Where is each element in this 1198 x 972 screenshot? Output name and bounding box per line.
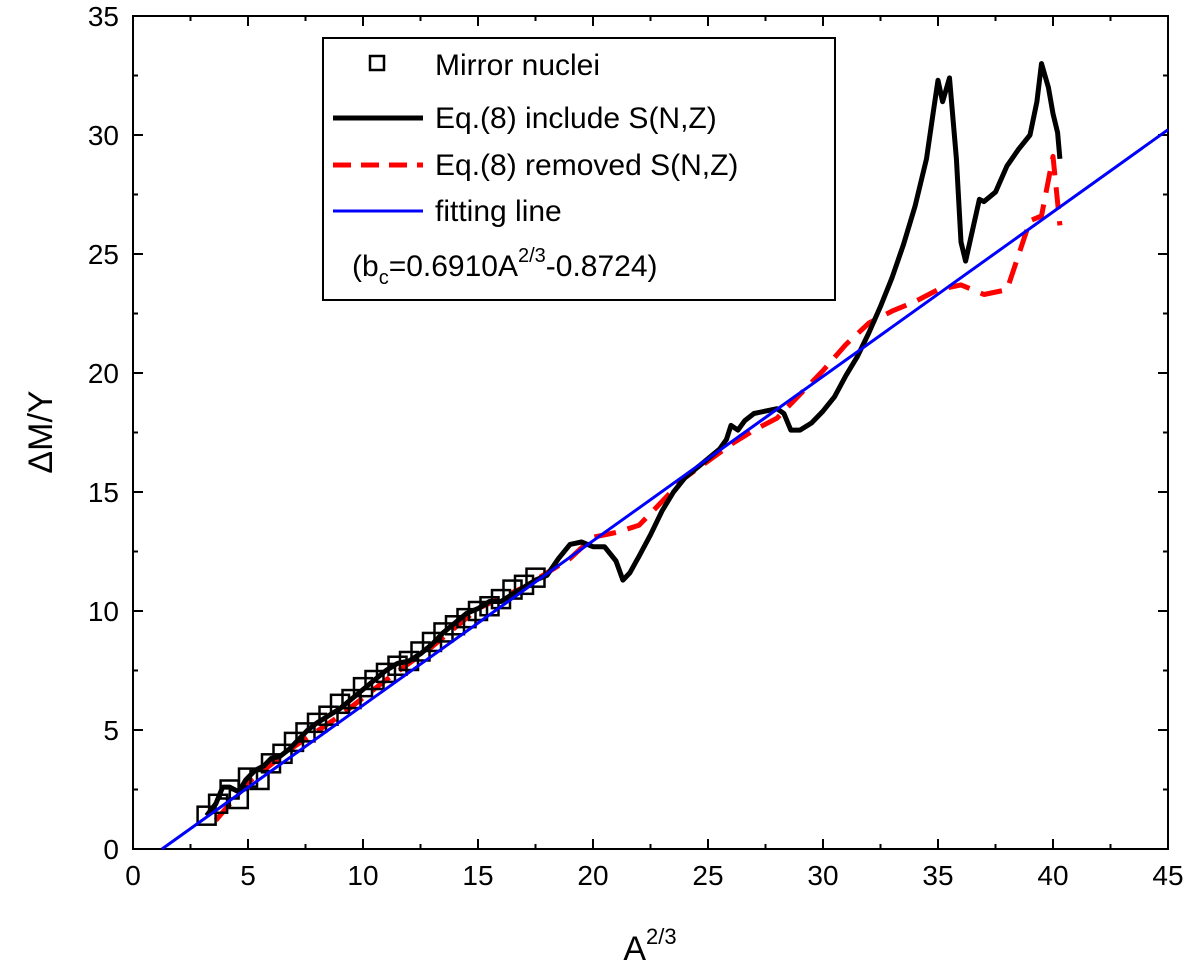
legend-formula: (bc=0.6910A2/3-0.8724) xyxy=(352,245,658,289)
y-tick-label: 0 xyxy=(103,834,119,865)
mirror-point xyxy=(387,655,408,676)
mirror-point xyxy=(196,805,217,826)
y-tick-label: 25 xyxy=(88,239,119,270)
formula-mid: =0.6910A xyxy=(389,250,518,283)
axis-tick-labels: 0 5 10 15 20 25 30 35 40 45 0 5 10 15 20 25 30 35 xyxy=(88,1,1184,891)
legend-box xyxy=(322,37,836,301)
x-axis-title: A2/3 xyxy=(623,924,676,968)
legend-marker-mirror xyxy=(368,54,386,72)
mirror-point xyxy=(433,622,454,643)
y-tick-label: 35 xyxy=(88,1,119,32)
mirror-point xyxy=(352,676,374,698)
x-axis-title-base: A xyxy=(623,930,646,968)
legend-label-removed: Eq.(8) removed S(N,Z) xyxy=(435,149,738,182)
mirror-point xyxy=(364,669,385,691)
mirror-point xyxy=(341,688,362,710)
x-tick-label: 45 xyxy=(1152,860,1183,891)
formula-end: -0.8724) xyxy=(546,250,658,283)
x-axis-title-sup: 2/3 xyxy=(646,924,677,949)
y-tick-label: 30 xyxy=(88,120,119,151)
legend-label-include: Eq.(8) include S(N,Z) xyxy=(435,102,717,135)
axis-ticks xyxy=(132,15,1169,850)
mirror-point xyxy=(249,769,270,791)
y-tick-label: 10 xyxy=(88,596,119,627)
x-tick-label: 25 xyxy=(692,860,723,891)
y-tick-label: 15 xyxy=(88,477,119,508)
x-tick-label: 0 xyxy=(125,860,141,891)
y-axis-title: ΔM/Y xyxy=(22,390,60,473)
x-tick-label: 5 xyxy=(240,860,256,891)
series-fitting-line xyxy=(161,128,1169,851)
series-mirror-nuclei xyxy=(196,567,546,826)
formula-sub: c xyxy=(379,267,389,289)
legend-label-mirror: Mirror nuclei xyxy=(435,49,600,82)
x-tick-label: 20 xyxy=(577,860,608,891)
series-eq-8-include-s-n-z xyxy=(204,61,1063,818)
x-tick-label: 30 xyxy=(807,860,838,891)
mirror-point xyxy=(444,615,466,636)
mirror-point xyxy=(306,712,328,734)
series-layer xyxy=(161,61,1169,851)
mirror-point xyxy=(375,662,397,684)
mirror-point xyxy=(318,705,339,726)
formula-open: (b xyxy=(352,250,379,283)
x-tick-label: 35 xyxy=(922,860,953,891)
y-tick-label: 20 xyxy=(88,358,119,389)
y-tick-label: 5 xyxy=(103,715,119,746)
x-tick-label: 15 xyxy=(462,860,493,891)
x-tick-label: 40 xyxy=(1037,860,1068,891)
formula-sup: 2/3 xyxy=(518,245,546,267)
legend-label-fit: fitting line xyxy=(435,195,562,228)
legend: Mirror nuclei Eq.(8) include S(N,Z) Eq.(… xyxy=(322,37,836,301)
x-tick-label: 10 xyxy=(347,860,378,891)
